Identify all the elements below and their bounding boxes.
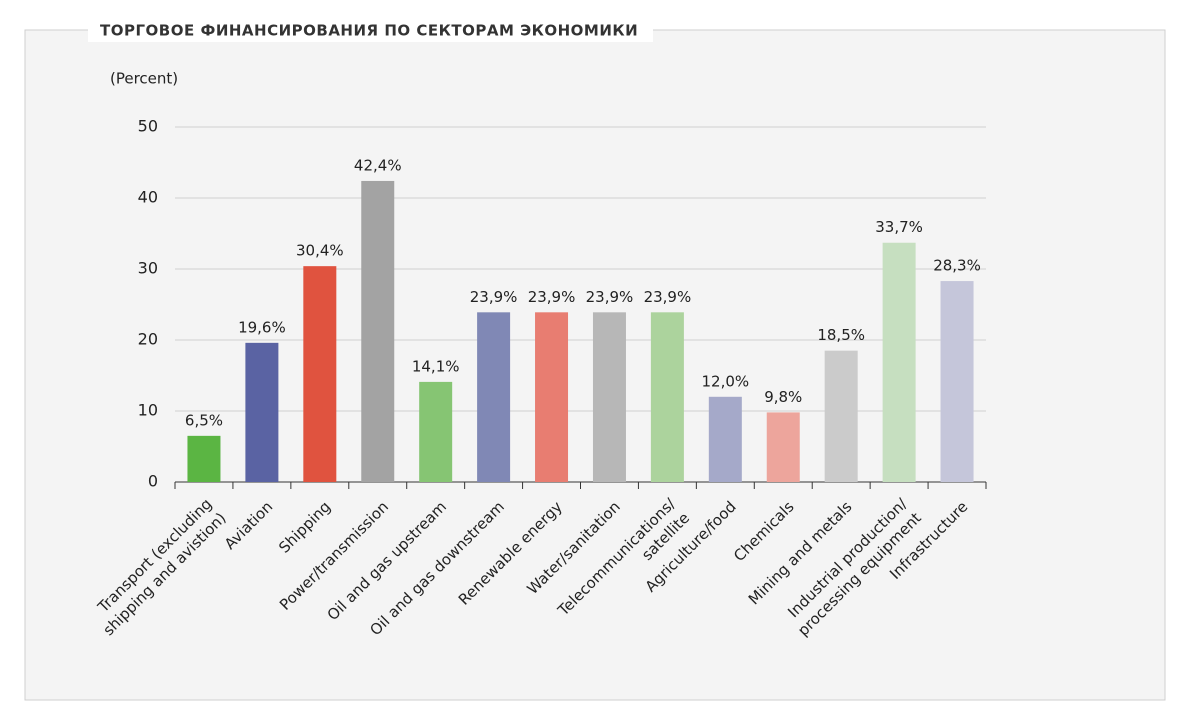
value-label: 12,0% bbox=[701, 372, 749, 390]
y-tick-label: 30 bbox=[138, 259, 158, 278]
bar bbox=[361, 180, 395, 482]
y-tick-label: 0 bbox=[148, 472, 158, 491]
bar bbox=[245, 342, 279, 482]
value-label: 23,9% bbox=[644, 288, 692, 306]
title-gap bbox=[88, 20, 653, 42]
value-label: 30,4% bbox=[296, 242, 344, 260]
bar bbox=[592, 312, 626, 482]
value-label: 6,5% bbox=[185, 411, 223, 429]
value-label: 19,6% bbox=[238, 318, 286, 336]
value-label: 14,1% bbox=[412, 357, 460, 375]
bar bbox=[766, 412, 800, 482]
bar bbox=[882, 242, 916, 482]
value-label: 28,3% bbox=[933, 257, 981, 275]
bar bbox=[824, 350, 858, 482]
bar bbox=[477, 312, 511, 482]
value-label: 9,8% bbox=[764, 388, 802, 406]
y-axis-label: (Percent) bbox=[110, 70, 178, 88]
y-tick-label: 40 bbox=[138, 188, 158, 207]
value-label: 23,9% bbox=[586, 288, 634, 306]
bar bbox=[303, 266, 337, 482]
y-tick-label: 10 bbox=[138, 401, 158, 420]
bar bbox=[187, 435, 221, 482]
chart-title: ТОРГОВОЕ ФИНАНСИРОВАНИЯ ПО СЕКТОРАМ ЭКОН… bbox=[100, 22, 638, 40]
y-tick-label: 50 bbox=[138, 117, 158, 136]
y-tick-label: 20 bbox=[138, 330, 158, 349]
value-label: 42,4% bbox=[354, 156, 402, 174]
value-label: 33,7% bbox=[875, 218, 923, 236]
bar bbox=[535, 312, 569, 482]
value-label: 18,5% bbox=[817, 326, 865, 344]
bar bbox=[419, 381, 453, 482]
value-label: 23,9% bbox=[528, 288, 576, 306]
bar bbox=[650, 312, 684, 482]
bar bbox=[708, 396, 742, 482]
bar bbox=[940, 281, 974, 482]
value-label: 23,9% bbox=[470, 288, 518, 306]
